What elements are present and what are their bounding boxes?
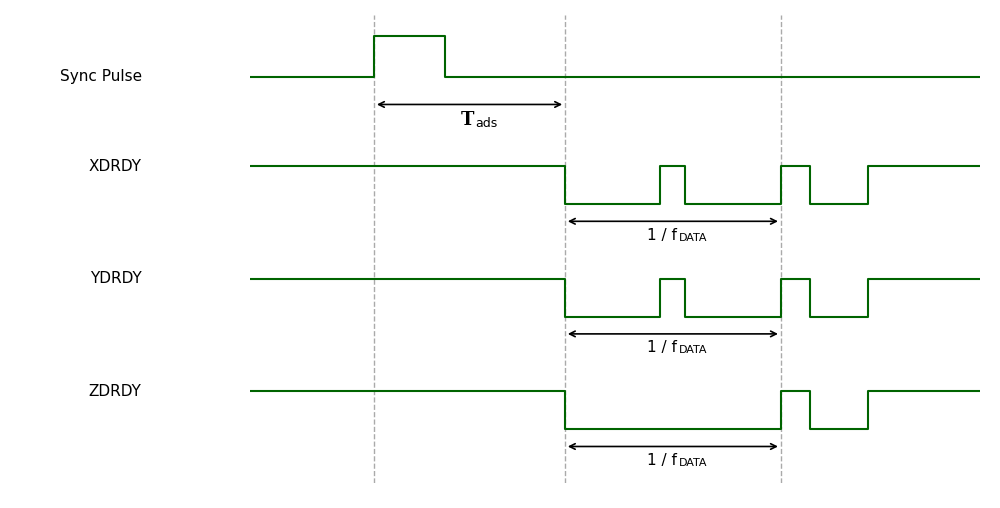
Text: 1 / f: 1 / f bbox=[647, 453, 677, 468]
Text: 1 / f: 1 / f bbox=[647, 228, 677, 243]
Text: DATA: DATA bbox=[679, 233, 707, 243]
Text: Sync Pulse: Sync Pulse bbox=[60, 70, 142, 84]
Text: DATA: DATA bbox=[679, 345, 707, 356]
Text: DATA: DATA bbox=[679, 458, 707, 468]
Text: T: T bbox=[460, 111, 474, 129]
Text: XDRDY: XDRDY bbox=[89, 158, 142, 174]
Text: ZDRDY: ZDRDY bbox=[89, 384, 142, 399]
Text: YDRDY: YDRDY bbox=[90, 271, 142, 286]
Text: ads: ads bbox=[475, 117, 498, 130]
Text: 1 / f: 1 / f bbox=[647, 340, 677, 355]
